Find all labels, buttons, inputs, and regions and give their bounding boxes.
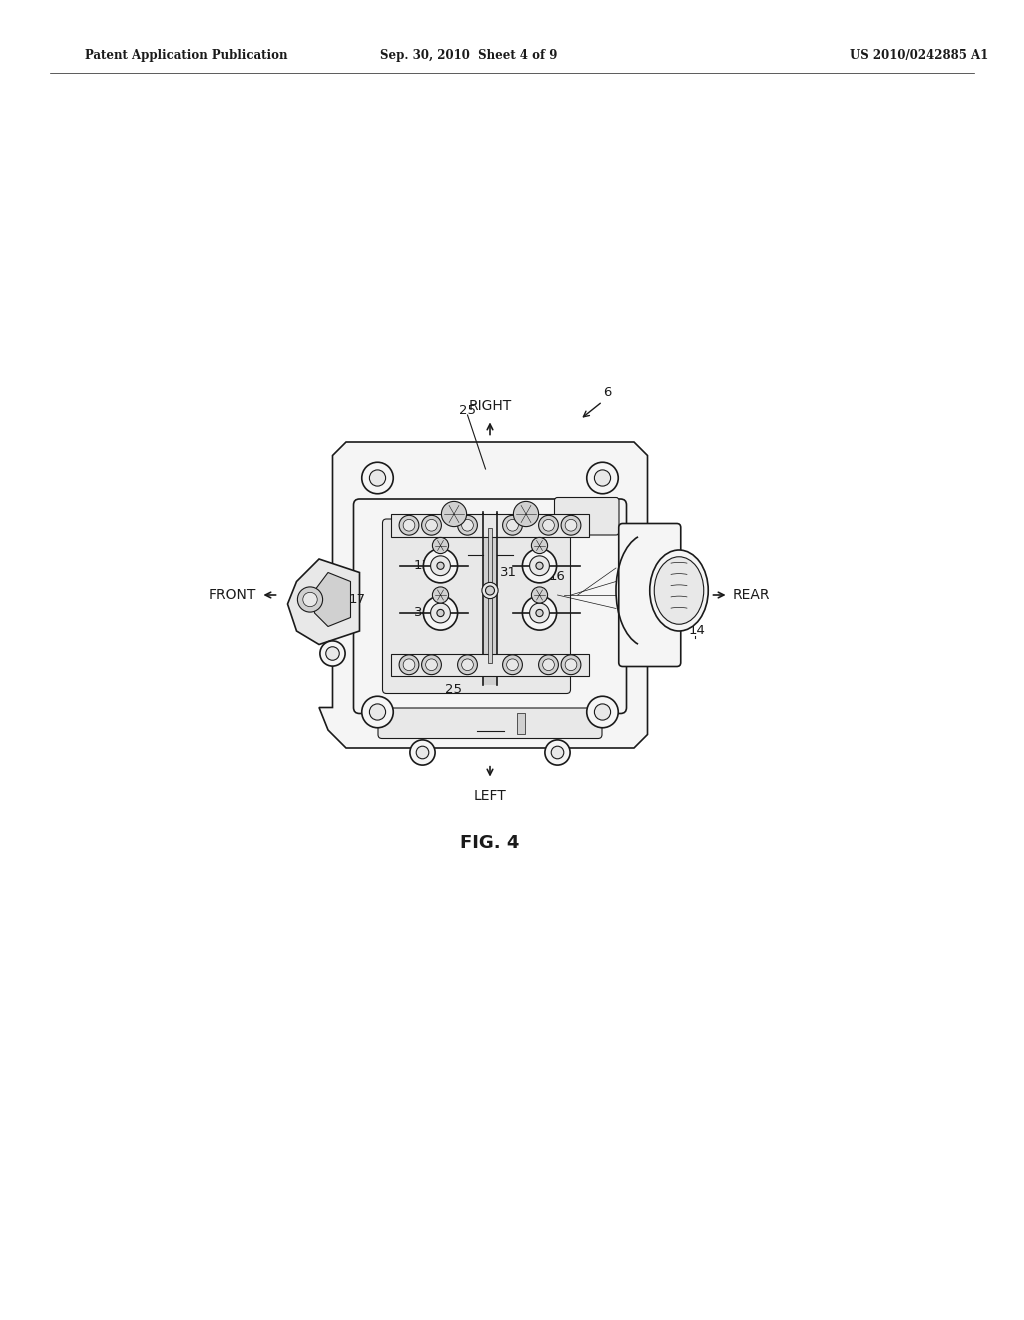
Circle shape	[561, 655, 581, 675]
FancyBboxPatch shape	[383, 519, 570, 693]
Text: Patent Application Publication: Patent Application Publication	[85, 49, 288, 62]
Ellipse shape	[654, 557, 703, 624]
Circle shape	[482, 582, 498, 598]
Bar	[488, 528, 492, 663]
Circle shape	[543, 519, 554, 531]
Text: 25: 25	[459, 404, 476, 417]
Text: FRONT: FRONT	[209, 587, 256, 602]
Circle shape	[426, 659, 437, 671]
Circle shape	[485, 586, 495, 595]
Circle shape	[462, 659, 473, 671]
Text: Sep. 30, 2010  Sheet 4 of 9: Sep. 30, 2010 Sheet 4 of 9	[380, 49, 557, 62]
Circle shape	[432, 537, 449, 553]
Text: 16: 16	[549, 570, 566, 583]
Circle shape	[399, 515, 419, 535]
Text: RIGHT: RIGHT	[468, 399, 512, 413]
Circle shape	[423, 549, 458, 583]
Circle shape	[503, 515, 522, 535]
Circle shape	[441, 502, 467, 527]
Circle shape	[539, 515, 558, 535]
Circle shape	[370, 470, 386, 486]
Circle shape	[432, 587, 449, 603]
Text: US 2010/0242885 A1: US 2010/0242885 A1	[850, 49, 988, 62]
Circle shape	[503, 655, 522, 675]
Text: FIG. 4: FIG. 4	[461, 833, 520, 851]
FancyBboxPatch shape	[555, 498, 618, 535]
Text: 14: 14	[688, 624, 706, 638]
Circle shape	[422, 655, 441, 675]
Bar	[391, 653, 589, 676]
Circle shape	[422, 515, 441, 535]
Circle shape	[536, 610, 543, 616]
Text: 13: 13	[414, 560, 431, 573]
Circle shape	[426, 519, 437, 531]
Text: 31: 31	[500, 566, 516, 579]
Circle shape	[370, 704, 386, 721]
Circle shape	[361, 696, 393, 727]
Circle shape	[539, 655, 558, 675]
Text: 17: 17	[349, 593, 366, 606]
Bar	[483, 513, 497, 685]
Text: 6: 6	[603, 385, 611, 399]
Circle shape	[462, 519, 473, 531]
Circle shape	[522, 549, 557, 583]
Circle shape	[423, 595, 458, 630]
Circle shape	[416, 746, 429, 759]
Circle shape	[522, 595, 557, 630]
Circle shape	[326, 647, 339, 660]
Circle shape	[536, 562, 543, 569]
Circle shape	[565, 659, 577, 671]
FancyBboxPatch shape	[353, 499, 627, 714]
Circle shape	[403, 519, 415, 531]
Text: 25: 25	[445, 682, 463, 696]
Circle shape	[529, 603, 550, 623]
Polygon shape	[314, 573, 350, 627]
Circle shape	[361, 462, 393, 494]
Circle shape	[531, 537, 548, 553]
Circle shape	[297, 587, 323, 612]
Circle shape	[529, 556, 550, 576]
Circle shape	[410, 741, 435, 766]
Bar	[391, 513, 589, 536]
Circle shape	[507, 659, 518, 671]
Circle shape	[437, 610, 444, 616]
Circle shape	[594, 470, 610, 486]
Circle shape	[545, 741, 570, 766]
Circle shape	[303, 593, 317, 607]
Circle shape	[594, 704, 610, 721]
FancyBboxPatch shape	[378, 708, 602, 738]
Text: LEFT: LEFT	[474, 788, 507, 803]
Circle shape	[403, 659, 415, 671]
Circle shape	[543, 659, 554, 671]
Text: 34: 34	[414, 606, 431, 619]
Circle shape	[561, 515, 581, 535]
Circle shape	[399, 655, 419, 675]
Circle shape	[507, 519, 518, 531]
Circle shape	[565, 519, 577, 531]
Circle shape	[587, 696, 618, 727]
Circle shape	[531, 587, 548, 603]
Text: 35: 35	[481, 719, 499, 733]
Circle shape	[431, 556, 451, 576]
Circle shape	[431, 603, 451, 623]
Text: REAR: REAR	[733, 587, 770, 602]
FancyBboxPatch shape	[618, 524, 681, 667]
Circle shape	[458, 515, 477, 535]
Circle shape	[437, 562, 444, 569]
Circle shape	[458, 655, 477, 675]
Ellipse shape	[650, 550, 709, 631]
Circle shape	[587, 462, 618, 494]
Circle shape	[513, 502, 539, 527]
Circle shape	[551, 746, 564, 759]
Bar	[517, 713, 525, 734]
Circle shape	[319, 642, 345, 667]
Polygon shape	[288, 558, 359, 644]
Polygon shape	[319, 442, 647, 748]
